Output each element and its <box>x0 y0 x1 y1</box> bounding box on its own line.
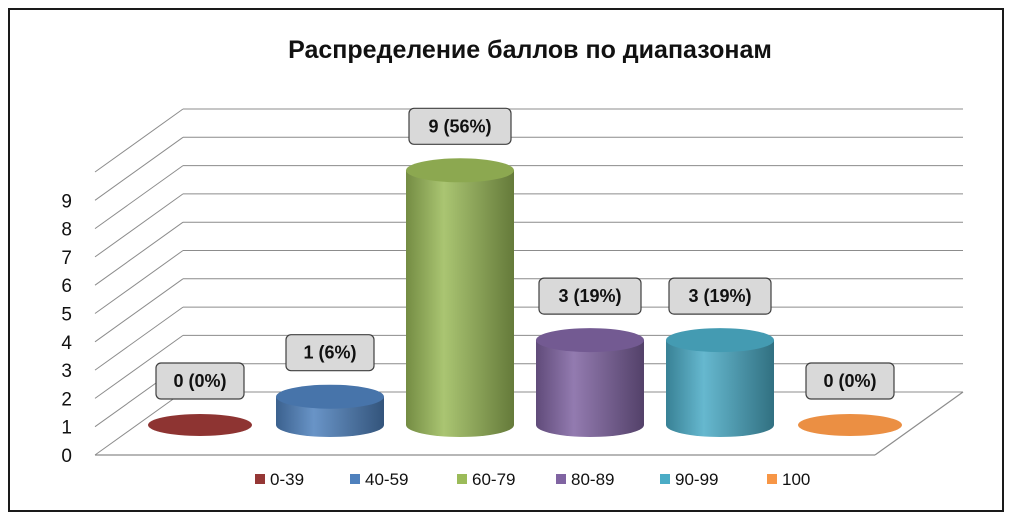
bar-60-79 <box>406 158 514 438</box>
data-label-text: 3 (19%) <box>558 286 621 306</box>
data-label-box <box>155 362 245 400</box>
legend-item-40-59: 40-59 <box>350 470 408 489</box>
bar-top <box>276 384 384 409</box>
data-label: 1 (6%) <box>285 334 375 372</box>
legend-swatch <box>255 474 265 484</box>
legend-label: 40-59 <box>365 470 408 489</box>
bar-0-39 <box>148 414 252 436</box>
gridline-side <box>94 250 184 314</box>
y-tick-label: 8 <box>61 220 72 241</box>
legend-item-90-99: 90-99 <box>660 470 718 489</box>
legend-swatch <box>660 474 670 484</box>
legend-label: 90-99 <box>675 470 718 489</box>
bar-90-99 <box>666 328 774 437</box>
legend-swatch <box>350 474 360 484</box>
data-label-box <box>805 362 895 400</box>
data-label: 0 (0%) <box>805 362 895 400</box>
legend-label: 60-79 <box>472 470 515 489</box>
bar-body <box>406 170 514 438</box>
gridline-side <box>94 108 184 173</box>
data-label-box <box>668 277 772 315</box>
legend-item-100: 100 <box>767 470 810 489</box>
bar-80-89 <box>536 328 644 437</box>
bar-top <box>148 414 252 436</box>
legend-label: 80-89 <box>571 470 614 489</box>
y-tick-label: 7 <box>61 248 72 269</box>
data-label-text: 3 (19%) <box>688 286 751 306</box>
gridline-side <box>94 136 184 201</box>
chart-bars <box>148 158 902 438</box>
legend-label: 0-39 <box>270 470 304 489</box>
gridline-side <box>94 165 184 230</box>
data-label: 3 (19%) <box>668 277 772 315</box>
chart-title: Распределение баллов по диапазонам <box>288 36 772 64</box>
data-label-text: 1 (6%) <box>303 343 356 363</box>
bar-body <box>666 340 774 437</box>
y-tick-label: 9 <box>61 191 72 212</box>
y-axis: 0 1 2 3 4 5 6 7 8 9 <box>61 191 72 467</box>
legend-item-60-79: 60-79 <box>457 470 515 489</box>
legend-item-80-89: 80-89 <box>556 470 614 489</box>
legend-item-0-39: 0-39 <box>255 470 304 489</box>
y-tick-label: 4 <box>61 333 72 354</box>
data-label: 3 (19%) <box>538 277 642 315</box>
bar-40-59 <box>276 384 384 437</box>
chart-gridlines <box>94 108 964 456</box>
bar-top <box>406 158 514 183</box>
y-tick-label: 1 <box>61 418 72 439</box>
bar-100 <box>798 414 902 436</box>
legend-swatch <box>767 474 777 484</box>
gridline-side <box>94 391 184 456</box>
bar-body <box>536 340 644 437</box>
bar-top <box>666 328 774 353</box>
data-label-box <box>538 277 642 315</box>
data-label-text: 0 (0%) <box>173 371 226 391</box>
data-label-text: 9 (56%) <box>428 116 491 136</box>
floor-right-edge <box>874 391 964 456</box>
y-tick-label: 2 <box>61 389 72 410</box>
gridline-side <box>94 334 184 399</box>
gridline-side <box>94 306 184 371</box>
data-label: 0 (0%) <box>155 362 245 400</box>
chart-legend: 0-39 40-59 60-79 80-89 90-99 100 <box>255 470 810 489</box>
gridline-side <box>94 221 184 286</box>
data-label-box <box>285 334 375 372</box>
bar-top <box>798 414 902 436</box>
gridline-side <box>94 278 184 343</box>
legend-swatch <box>457 474 467 484</box>
y-tick-label: 3 <box>61 361 72 382</box>
legend-label: 100 <box>782 470 810 489</box>
data-label-box <box>408 107 512 145</box>
gridline-side <box>94 193 184 258</box>
data-labels: 0 (0%) 1 (6%) 9 (56%) 3 (19%) 3 (19%) 0 (0%) <box>155 107 895 400</box>
y-tick-label: 5 <box>61 305 72 326</box>
data-label-text: 0 (0%) <box>823 371 876 391</box>
data-label: 9 (56%) <box>408 107 512 145</box>
bar-top <box>536 328 644 353</box>
y-tick-label: 0 <box>61 446 72 467</box>
y-tick-label: 6 <box>61 276 72 297</box>
legend-swatch <box>556 474 566 484</box>
